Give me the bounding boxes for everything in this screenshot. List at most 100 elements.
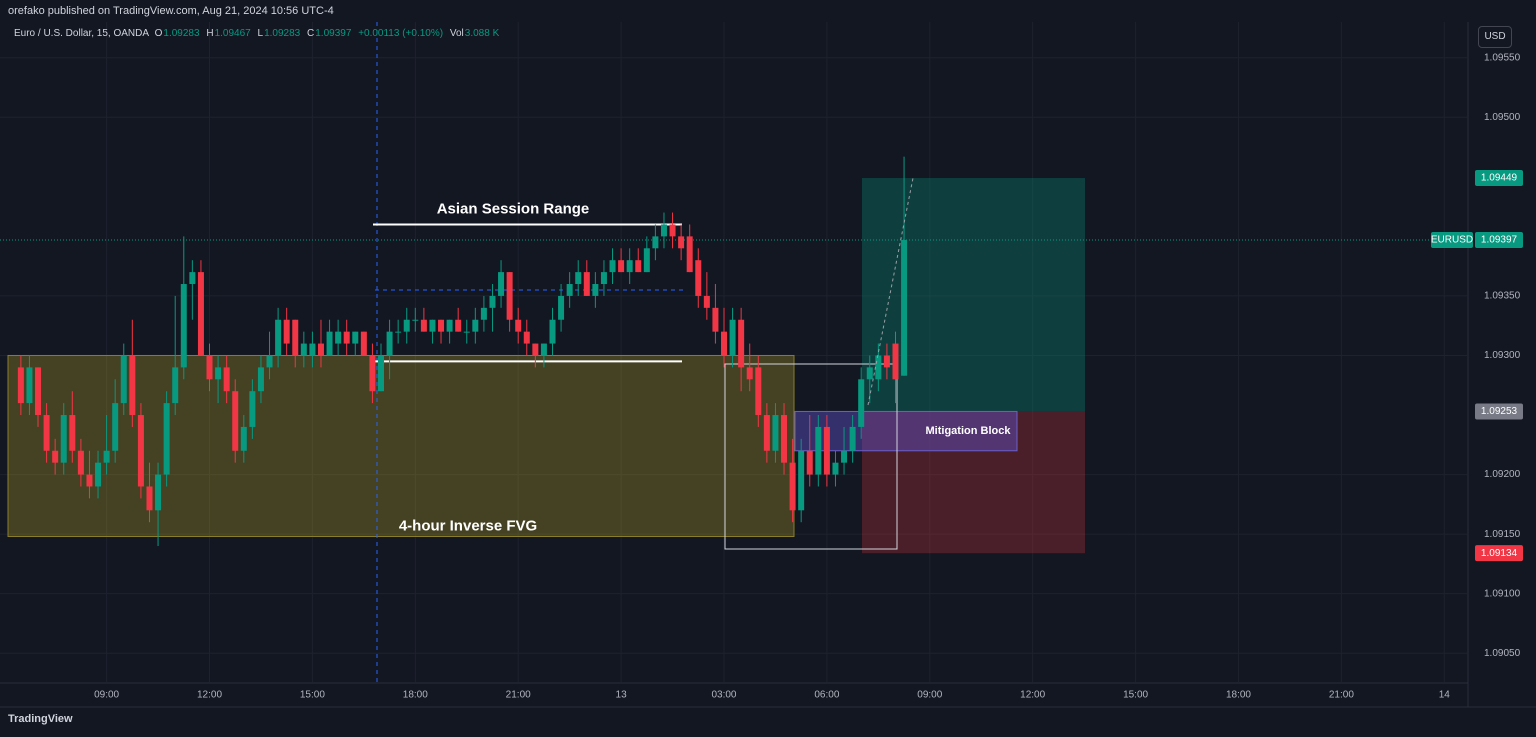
candle-body <box>892 343 899 380</box>
candle-body <box>480 307 487 320</box>
candle-body <box>43 415 50 451</box>
candle-body <box>438 319 445 332</box>
candle-body <box>626 260 633 273</box>
candle-body <box>506 272 513 320</box>
candle-body <box>643 248 650 273</box>
candle-body <box>257 367 264 392</box>
c-key: C <box>307 28 315 39</box>
vol-val: 3.088 K <box>464 28 500 39</box>
l-val: 1.09283 <box>264 28 301 39</box>
candle-body <box>703 295 710 308</box>
y-tick-label: 1.09350 <box>1484 291 1521 302</box>
y-tick-label: 1.09100 <box>1484 588 1521 599</box>
y-tick-label: 1.09050 <box>1484 648 1521 659</box>
candle-body <box>412 319 419 321</box>
candle-body <box>146 486 153 511</box>
candle-body <box>455 319 462 332</box>
mitigation-block <box>794 410 1018 452</box>
candle-body <box>489 295 496 308</box>
candle-body <box>789 462 796 511</box>
candle-body <box>60 415 67 463</box>
candle-body <box>866 367 873 380</box>
candle-body <box>823 426 830 475</box>
candle-body <box>335 331 342 344</box>
y-tick-label: 1.09550 <box>1484 52 1521 63</box>
candle-body <box>120 355 127 404</box>
candle-body <box>678 236 685 249</box>
h-val: 1.09467 <box>214 28 251 39</box>
candle-body <box>806 450 813 475</box>
candle-body <box>498 272 505 296</box>
publish-info: orefako published on TradingView.com, Au… <box>0 0 1536 22</box>
candle-body <box>695 260 702 296</box>
candle-body <box>523 331 530 344</box>
candle-body <box>283 319 290 344</box>
x-tick-label: 15:00 <box>300 690 325 701</box>
y-tick-label: 1.09200 <box>1484 469 1521 480</box>
symbol-tag <box>1431 231 1473 248</box>
o-val: 1.09283 <box>163 28 200 39</box>
candle-body <box>781 415 788 463</box>
currency-button[interactable]: USD <box>1478 26 1512 48</box>
candle-body <box>189 272 196 285</box>
candle-body <box>240 426 247 451</box>
candle-body <box>532 343 539 356</box>
candle-body <box>275 319 282 356</box>
candle-body <box>875 355 882 380</box>
candle-body <box>858 379 865 427</box>
candle-body <box>352 331 359 344</box>
c-val: 1.09397 <box>315 28 352 39</box>
x-tick-label: 12:00 <box>1020 690 1045 701</box>
candle-body <box>600 272 607 285</box>
candle-body <box>832 462 839 475</box>
candle-body <box>137 415 144 487</box>
candle-body <box>395 331 402 333</box>
candle-body <box>515 319 522 332</box>
candle-body <box>798 450 805 511</box>
candle-body <box>849 426 856 451</box>
candle-body <box>223 367 230 392</box>
candle-body <box>901 239 908 376</box>
candle-body <box>172 367 179 404</box>
y-tick-label: 1.09500 <box>1484 112 1521 123</box>
candle-body <box>112 403 119 451</box>
price-tag <box>1475 403 1523 420</box>
x-tick-label: 21:00 <box>1329 690 1354 701</box>
candle-body <box>86 474 93 487</box>
price-tag-label: 1.09449 <box>1481 173 1518 184</box>
candle-body <box>463 331 470 333</box>
candle-body <box>472 319 479 332</box>
candle-body <box>266 355 273 368</box>
candle-body <box>95 462 102 487</box>
candle-body <box>360 331 367 356</box>
candle-body <box>77 450 84 475</box>
candle-body <box>729 319 736 356</box>
x-tick-label: 18:00 <box>1226 690 1251 701</box>
candle-body <box>772 415 779 451</box>
candle-body <box>17 367 24 404</box>
candle-body <box>652 236 659 249</box>
candle-body <box>300 343 307 356</box>
candle-body <box>52 450 59 463</box>
candle-body <box>686 236 693 273</box>
candle-body <box>206 355 213 380</box>
candle-body <box>841 450 848 463</box>
candle-body <box>575 272 582 285</box>
candle-body <box>386 331 393 356</box>
candle-body <box>378 355 385 392</box>
price-tag-label: 1.09134 <box>1481 548 1518 559</box>
candle-body <box>540 343 547 356</box>
outline-box <box>724 363 898 550</box>
fvg-label: 4-hour Inverse FVG <box>399 517 537 534</box>
grid <box>0 22 1468 683</box>
candle-body <box>549 319 556 344</box>
x-tick-label: 13 <box>616 690 628 701</box>
candle-body <box>712 307 719 332</box>
asian-label: Asian Session Range <box>437 200 590 217</box>
candle-body <box>558 295 565 320</box>
candle-body <box>103 450 110 463</box>
candle-body <box>883 355 890 368</box>
x-tick-label: 14 <box>1439 690 1451 701</box>
candle-body <box>446 319 453 332</box>
